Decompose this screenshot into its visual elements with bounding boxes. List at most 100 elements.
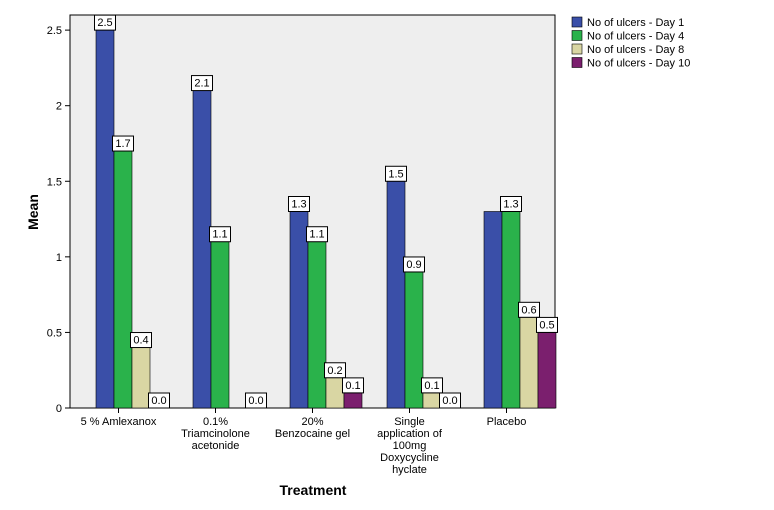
data-label-box [421, 377, 443, 394]
data-label-text: 0.1 [345, 380, 360, 392]
bar-2-5 [501, 211, 521, 409]
data-label-text: 1.1 [212, 229, 227, 241]
data-label-text: 0.0 [442, 395, 457, 407]
data-label-box [385, 165, 407, 182]
data-label: 0.0 [439, 392, 461, 409]
y-tick-label: 2 [56, 101, 62, 113]
data-label-text: 2.5 [97, 17, 112, 29]
data-label-text: 0.0 [248, 395, 263, 407]
data-label: 1.3 [288, 196, 310, 212]
data-label-box [288, 196, 310, 212]
data-label-text: 1.7 [115, 138, 130, 150]
data-label-text: 0.9 [406, 259, 421, 271]
data-label-box [403, 256, 425, 273]
data-label: 2.5 [94, 14, 116, 31]
x-category-label: Placebo [487, 416, 527, 428]
x-category-label: application of [377, 428, 443, 440]
data-label-box [439, 392, 461, 409]
bar-3-4 [422, 392, 442, 409]
data-label: 1.1 [209, 226, 231, 243]
legend-swatch [571, 30, 583, 41]
data-label-text: 0.1 [424, 380, 439, 392]
data-label-text: 2.1 [194, 78, 209, 90]
y-tick-label: 1 [56, 252, 62, 264]
bar-1-4 [386, 180, 406, 409]
data-label: 0.0 [148, 392, 170, 409]
data-label-text: 0.2 [327, 365, 342, 377]
data-label: 1.1 [306, 226, 328, 243]
x-category-label: hyclate [392, 464, 427, 476]
x-category-label: 0.1% [203, 416, 228, 428]
x-category-label: Single [394, 416, 425, 428]
legend-swatch [571, 16, 583, 28]
data-label-text: 0.5 [539, 319, 554, 331]
data-label-box [148, 392, 170, 409]
bar-4-5 [537, 332, 557, 409]
bar-3-3 [325, 377, 345, 409]
bar-2-1 [113, 150, 133, 409]
data-label: 1.7 [112, 135, 134, 152]
data-label-box [324, 362, 346, 379]
y-tick-label: 2.5 [47, 25, 62, 37]
bar-1-5 [483, 211, 503, 409]
y-tick-label: 0.5 [47, 327, 62, 339]
bar-3-5 [519, 317, 539, 409]
data-label-text: 0.4 [133, 335, 148, 347]
legend-label: No of ulcers - Day 4 [587, 31, 684, 43]
legend-swatch [571, 57, 583, 68]
x-category-label: 100mg [393, 440, 427, 452]
bar-4-3 [343, 392, 363, 409]
legend-label: No of ulcers - Day 1 [587, 17, 684, 29]
data-label: 2.1 [191, 75, 213, 92]
data-label: 0.1 [342, 377, 364, 394]
x-category-label: 5 % Amlexanox [81, 416, 157, 428]
data-label-box [245, 392, 267, 409]
legend-label: No of ulcers - Day 8 [587, 44, 684, 56]
data-label: 0.4 [130, 332, 152, 349]
bars-group [95, 29, 557, 409]
data-label: 0.9 [403, 256, 425, 273]
data-label-text: 0.0 [151, 395, 166, 407]
bar-3-1 [131, 347, 151, 409]
bar-1-1 [95, 29, 115, 409]
data-label-box [518, 301, 540, 318]
data-label-text: 1.3 [291, 199, 306, 211]
bar-2-3 [307, 241, 327, 409]
data-labels-group: 2.51.70.40.02.11.10.01.31.10.20.11.50.90… [94, 14, 558, 409]
bar-2-2 [210, 241, 230, 409]
data-label-box [536, 316, 558, 333]
data-label: 0.1 [421, 377, 443, 394]
y-axis: 0 0.5 1 1.5 2 2.5 [47, 25, 70, 415]
y-tick-label: 0 [56, 403, 62, 415]
data-label-box [94, 14, 116, 31]
data-label: 1.3 [500, 196, 522, 212]
data-label-box [209, 226, 231, 243]
y-tick-label: 1.5 [47, 176, 62, 188]
data-label-box [500, 196, 522, 212]
data-label-box [342, 377, 364, 394]
x-category-label: Doxycycline [380, 452, 439, 464]
data-label-box [191, 75, 213, 92]
data-label: 0.6 [518, 301, 540, 318]
data-label: 0.0 [245, 392, 267, 409]
x-category-label: 20% [301, 416, 323, 428]
legend-swatch [571, 43, 583, 55]
data-label-box [130, 332, 152, 349]
bar-1-2 [192, 90, 212, 409]
data-label: 0.2 [324, 362, 346, 379]
bar-2-4 [404, 271, 424, 409]
y-axis-title: Mean [25, 194, 41, 230]
data-label-box [112, 135, 134, 152]
x-category-label: Triamcinolone [181, 428, 250, 440]
data-label: 1.5 [385, 165, 407, 182]
data-label-text: 0.6 [521, 304, 536, 316]
data-label-text: 1.5 [388, 168, 403, 180]
legend: No of ulcers - Day 1 No of ulcers - Day 4… [571, 16, 690, 70]
x-category-label: Benzocaine gel [275, 428, 350, 440]
legend-label: No of ulcers - Day 10 [587, 58, 690, 70]
data-label-box [306, 226, 328, 243]
bar-1-3 [289, 211, 309, 409]
data-label-text: 1.3 [503, 199, 518, 211]
